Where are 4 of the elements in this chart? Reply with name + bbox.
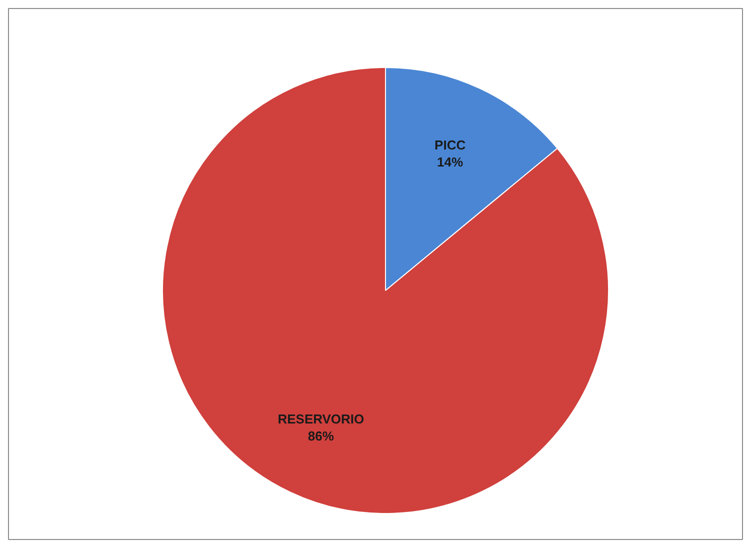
slice-label: PICC (434, 137, 466, 152)
data-label: 14% (437, 154, 464, 170)
data-label: 86% (308, 428, 334, 444)
slice-label: RESERVORIO (278, 412, 364, 427)
